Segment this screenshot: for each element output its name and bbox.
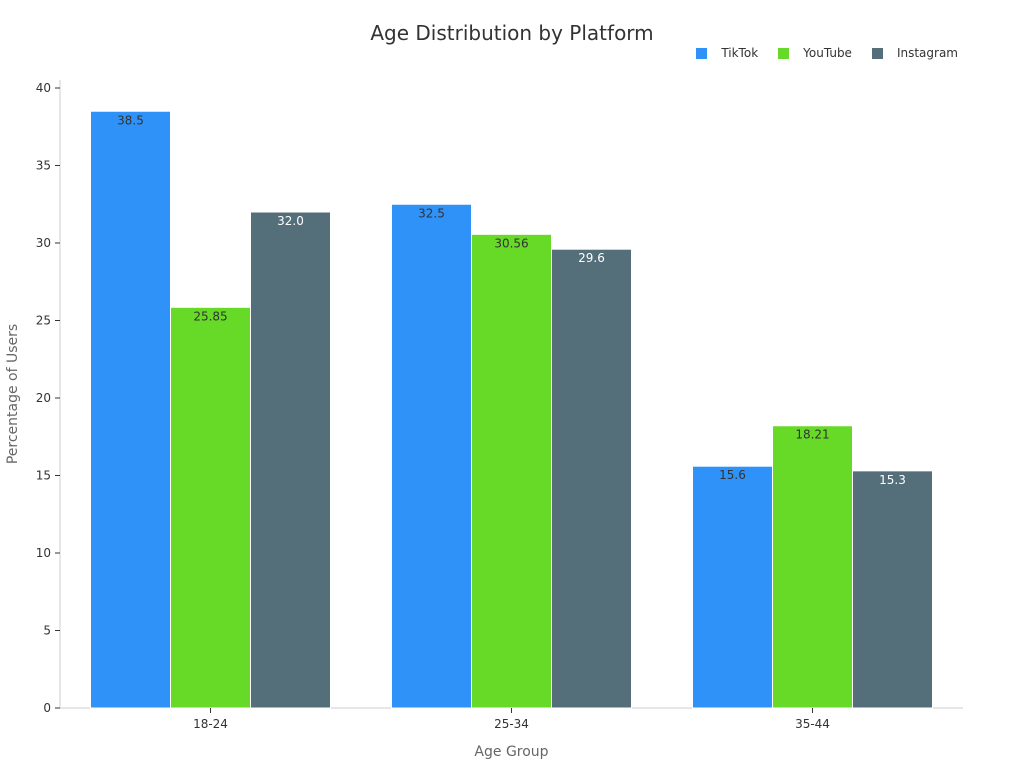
legend: TikTok YouTube Instagram [676, 46, 958, 60]
y-tick-label-1: 5 [43, 624, 51, 638]
bar-tiktok-25-34 [391, 203, 472, 709]
legend-swatch-tiktok [696, 47, 708, 59]
bar-tiktok-35-44 [692, 465, 773, 709]
y-tick-label-8: 40 [36, 81, 51, 95]
legend-label-youtube: YouTube [803, 46, 852, 60]
x-tick-label-1: 25-34 [494, 717, 529, 731]
y-tick-label-6: 30 [36, 236, 51, 250]
bar-label-tiktok-25-34: 32.5 [418, 206, 445, 220]
legend-swatch-instagram [871, 47, 883, 59]
bar-label-instagram-18-24: 32.0 [277, 214, 304, 228]
x-tick-label-2: 35-44 [795, 717, 830, 731]
y-tick-label-5: 25 [36, 314, 51, 328]
bar-instagram-18-24 [250, 211, 331, 709]
bar-youtube-35-44 [772, 425, 853, 709]
bar-youtube-25-34 [471, 233, 552, 709]
y-tick-label-2: 10 [36, 546, 51, 560]
bar-label-tiktok-35-44: 15.6 [719, 468, 746, 482]
bar-label-instagram-25-34: 29.6 [578, 251, 605, 265]
legend-label-tiktok: TikTok [721, 46, 759, 60]
bar-youtube-18-24 [170, 306, 251, 709]
y-tick-label-7: 35 [36, 159, 51, 173]
x-tick-label-0: 18-24 [193, 717, 228, 731]
y-tick-label-0: 0 [43, 701, 51, 715]
legend-item-instagram[interactable]: Instagram [871, 46, 958, 60]
legend-swatch-youtube [778, 47, 790, 59]
x-axis-title: Age Group [474, 744, 548, 760]
legend-label-instagram: Instagram [896, 46, 958, 60]
bar-label-youtube-35-44: 18.21 [795, 428, 829, 442]
bar-label-instagram-35-44: 15.3 [879, 473, 906, 487]
bar-tiktok-18-24 [90, 110, 171, 709]
y-tick-label-4: 20 [36, 391, 51, 405]
bar-label-youtube-25-34: 30.56 [494, 236, 528, 250]
legend-item-tiktok[interactable]: TikTok [696, 46, 758, 60]
y-axis-title: Percentage of Users [5, 324, 21, 464]
chart-title: Age Distribution by Platform [370, 21, 654, 45]
y-tick-label-3: 15 [36, 469, 51, 483]
bar-label-youtube-18-24: 25.85 [193, 309, 227, 323]
legend-item-youtube[interactable]: YouTube [778, 46, 852, 60]
bar-instagram-35-44 [852, 470, 933, 709]
bar-label-tiktok-18-24: 38.5 [117, 113, 144, 127]
bar-instagram-25-34 [551, 248, 632, 709]
